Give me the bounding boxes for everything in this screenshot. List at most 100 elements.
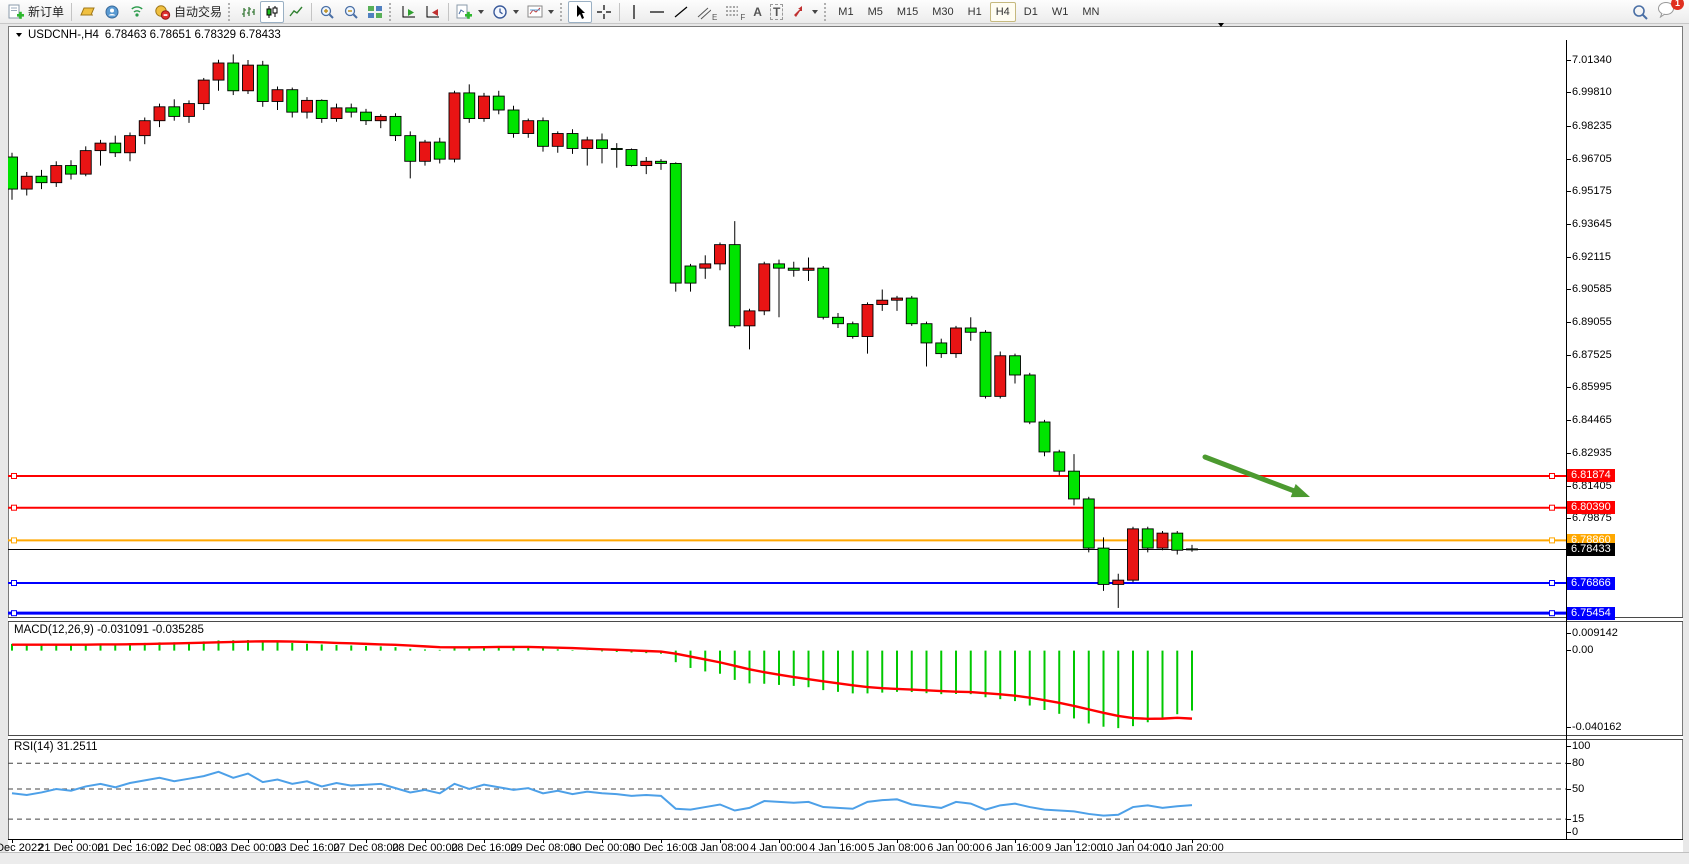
candle-body bbox=[153, 106, 166, 122]
profiles-button[interactable] bbox=[100, 1, 125, 23]
zoom-out-button[interactable] bbox=[339, 1, 363, 23]
candle-body bbox=[610, 148, 623, 150]
line-handle[interactable] bbox=[11, 537, 17, 544]
timeframe-button-D1[interactable]: D1 bbox=[1023, 5, 1038, 18]
price-level-badge: 6.76866 bbox=[1567, 576, 1615, 590]
text-label-tool-button[interactable]: T bbox=[766, 1, 787, 23]
line-handle[interactable] bbox=[11, 610, 17, 617]
chart-shift-icon bbox=[426, 5, 440, 17]
fibonacci-tool-button[interactable]: F bbox=[721, 1, 749, 23]
channel-tool-button[interactable]: E bbox=[693, 1, 721, 23]
text-tool-icon: A bbox=[753, 4, 762, 19]
chat-button[interactable]: 1 bbox=[1657, 0, 1684, 23]
price-axis-label: 6.84465 bbox=[1567, 414, 1612, 427]
trendline-icon bbox=[674, 6, 688, 17]
candle-body bbox=[433, 141, 446, 160]
rsi-panel-canvas[interactable] bbox=[8, 739, 1566, 839]
timeframe-button-M30[interactable]: M30 bbox=[932, 5, 954, 18]
chart-shift-button[interactable] bbox=[421, 1, 445, 23]
trend-arrow-head[interactable] bbox=[1290, 484, 1310, 498]
macd-panel-canvas[interactable] bbox=[8, 622, 1566, 735]
candle-body bbox=[286, 89, 299, 113]
search-icon[interactable] bbox=[1631, 3, 1649, 21]
timeframe-button-M15[interactable]: M15 bbox=[896, 5, 919, 18]
price-axis-label: 6.90585 bbox=[1567, 283, 1612, 296]
window-menu-icon[interactable] bbox=[16, 33, 22, 37]
auto-scroll-button[interactable] bbox=[397, 1, 421, 23]
zoom-out-icon bbox=[344, 5, 358, 19]
autotrading-button[interactable]: 自动交易 bbox=[150, 1, 226, 23]
new-order-button[interactable]: 新订单 bbox=[4, 1, 68, 23]
timeframe-button-M5[interactable]: M5 bbox=[867, 5, 883, 18]
line-handle[interactable] bbox=[11, 504, 17, 511]
time-axis-tick bbox=[956, 840, 957, 843]
panel-resize-handle[interactable] bbox=[8, 735, 1683, 740]
time-axis-tick bbox=[189, 840, 190, 843]
time-axis-label: 27 Dec 08:00 bbox=[333, 842, 399, 854]
rsi-scale-label: 80 bbox=[1566, 756, 1585, 769]
text-tool-button[interactable]: A bbox=[749, 1, 766, 23]
timeframe-button-MN[interactable]: MN bbox=[1082, 5, 1100, 18]
line-handle[interactable] bbox=[11, 472, 17, 479]
indicators-button[interactable] bbox=[452, 1, 488, 23]
candle-body bbox=[492, 95, 505, 111]
line-handle[interactable] bbox=[1549, 580, 1555, 587]
bar-chart-button[interactable] bbox=[236, 1, 260, 23]
candle-body bbox=[684, 265, 697, 284]
candle-body bbox=[714, 244, 726, 265]
zoom-in-button[interactable] bbox=[315, 1, 339, 23]
signal-icon bbox=[131, 6, 143, 17]
candle-body bbox=[463, 92, 476, 120]
crosshair-icon bbox=[597, 4, 612, 19]
candlestick-chart-button[interactable] bbox=[260, 0, 285, 23]
signal-button[interactable] bbox=[125, 1, 150, 23]
timeframe-button-W1[interactable]: W1 bbox=[1051, 5, 1069, 18]
time-axis-tick bbox=[425, 840, 426, 843]
candle-body bbox=[846, 323, 859, 337]
candle-body bbox=[1097, 547, 1110, 585]
price-chart-canvas[interactable] bbox=[8, 40, 1566, 618]
rsi-scale-label: 15 bbox=[1566, 812, 1585, 825]
templates-button[interactable] bbox=[523, 1, 558, 23]
line-handle[interactable] bbox=[1549, 472, 1555, 479]
timeframe-toolbar: M1 M5 M15 M30 H1 H4 D1 W1 MN bbox=[832, 1, 1105, 22]
candle-body bbox=[138, 120, 151, 137]
time-axis-tick bbox=[12, 840, 13, 843]
line-handle[interactable] bbox=[11, 580, 17, 587]
current-price-badge: 6.78433 bbox=[1567, 543, 1615, 557]
cursor-button[interactable] bbox=[568, 0, 593, 23]
time-axis-tick bbox=[130, 840, 131, 843]
cursor-icon bbox=[577, 4, 586, 19]
timeframe-button-H1[interactable]: H1 bbox=[967, 5, 982, 18]
timeframe-button-H4[interactable]: H4 bbox=[989, 1, 1016, 22]
crosshair-button[interactable] bbox=[592, 1, 616, 23]
line-handle[interactable] bbox=[1549, 504, 1555, 511]
toolbar-separator bbox=[71, 2, 73, 21]
line-handle[interactable] bbox=[1549, 537, 1555, 544]
indicators-icon bbox=[456, 4, 473, 19]
line-handle[interactable] bbox=[1549, 610, 1555, 617]
tile-windows-button[interactable] bbox=[363, 1, 387, 23]
timeframe-button-M1[interactable]: M1 bbox=[838, 5, 854, 18]
bar-chart-icon bbox=[242, 6, 255, 17]
candle-body bbox=[1127, 528, 1139, 581]
market-watch-button[interactable] bbox=[75, 1, 100, 23]
panel-resize-handle[interactable] bbox=[8, 617, 1683, 622]
arrows-tool-button[interactable] bbox=[787, 1, 822, 23]
channel-sub-glyph: E bbox=[712, 12, 718, 22]
candle-body bbox=[537, 120, 549, 147]
trend-arrow-line[interactable] bbox=[1202, 454, 1300, 495]
periods-button[interactable] bbox=[488, 1, 523, 23]
toolbar-grip bbox=[560, 2, 566, 21]
trendline-tool-button[interactable] bbox=[669, 1, 693, 23]
vertical-line-tool-button[interactable] bbox=[623, 1, 645, 23]
toolbar-separator bbox=[311, 2, 313, 21]
candle-body bbox=[478, 95, 490, 120]
horizontal-line-tool-button[interactable] bbox=[645, 1, 669, 23]
time-axis-label: 28 Dec 00:00 bbox=[392, 842, 458, 854]
candle-body bbox=[817, 267, 830, 318]
time-axis-label: 23 Dec 00:00 bbox=[215, 842, 281, 854]
line-chart-button[interactable] bbox=[284, 1, 308, 23]
candle-body bbox=[168, 106, 181, 117]
